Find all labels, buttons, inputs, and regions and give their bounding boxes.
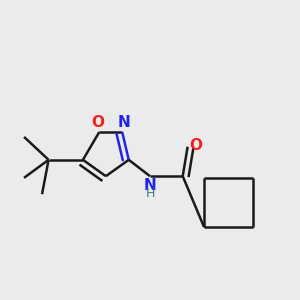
Text: N: N [144, 178, 156, 193]
Text: O: O [91, 115, 104, 130]
Text: N: N [118, 115, 130, 130]
Text: H: H [145, 187, 155, 200]
Text: O: O [189, 138, 202, 153]
